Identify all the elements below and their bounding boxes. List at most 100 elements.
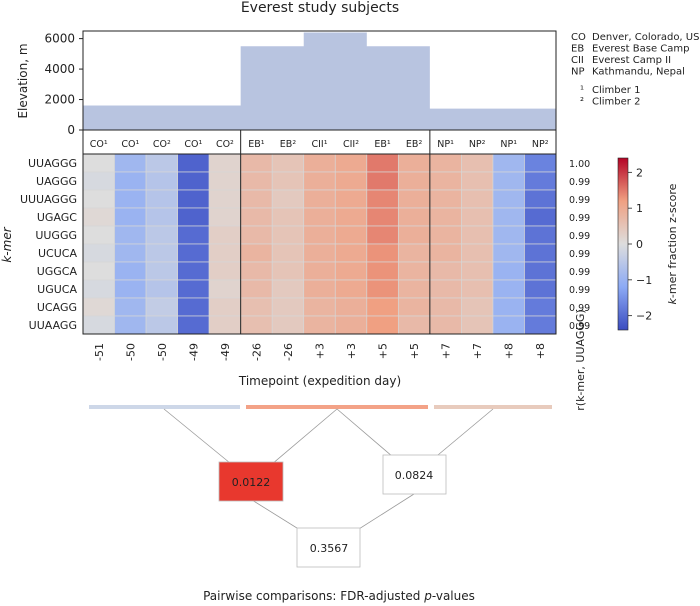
- heatmap-cell: [366, 189, 399, 209]
- heatmap-cell: [461, 297, 494, 317]
- group-bar-np: [434, 405, 552, 409]
- heatmap-cell: [145, 261, 178, 281]
- heatmap-cell: [461, 171, 494, 191]
- heatmap-cell: [429, 171, 462, 191]
- heatmap-cell: [114, 297, 147, 317]
- correlation-value: 0.99: [569, 231, 590, 242]
- heatmap-cell: [461, 153, 494, 173]
- kmer-label: UGUCA: [37, 283, 77, 296]
- heatmap-cell: [271, 243, 305, 263]
- kmer-label: UGAGC: [37, 211, 77, 224]
- heatmap-cell: [492, 243, 525, 263]
- heatmap-cell: [177, 243, 210, 263]
- colorbar-label: k-mer fraction z-score: [666, 183, 679, 304]
- heatmap-cell: [461, 261, 494, 281]
- elevation-tick-label: 2000: [44, 93, 75, 107]
- heatmap-cell: [240, 315, 273, 335]
- heatmap-cell: [366, 171, 399, 191]
- heatmap-cell: [271, 171, 305, 191]
- heatmap-cell: [303, 261, 336, 281]
- heatmap-cell: [524, 243, 557, 263]
- heatmap-cells: [82, 153, 557, 335]
- heatmap-cell: [492, 261, 525, 281]
- heatmap-cell: [429, 189, 462, 209]
- column-header: NP²: [469, 139, 486, 150]
- kmer-label: UCAGG: [37, 301, 77, 314]
- heatmap-cell: [208, 225, 242, 245]
- heatmap-cell: [334, 243, 368, 263]
- heatmap-cell: [82, 225, 115, 245]
- heatmap-cell: [397, 225, 431, 245]
- timepoint-label: +8: [503, 343, 516, 359]
- heatmap-cell: [177, 207, 210, 227]
- timepoint-label: +3: [314, 343, 327, 359]
- heatmap-cell: [461, 189, 494, 209]
- heatmap-cell: [114, 189, 147, 209]
- heatmap-cell: [208, 153, 242, 173]
- correlation-value: 0.99: [569, 321, 590, 332]
- heatmap-cell: [82, 243, 115, 263]
- heatmap-cell: [334, 225, 368, 245]
- heatmap-cell: [397, 153, 431, 173]
- legend-code: EB: [571, 44, 584, 55]
- heatmap-cell: [177, 315, 210, 335]
- timepoint-label: +7: [471, 343, 484, 359]
- column-header: CII¹: [311, 139, 327, 150]
- timepoint-label: -26: [282, 343, 295, 361]
- heatmap-cell: [303, 279, 336, 299]
- elevation-area: [83, 32, 556, 131]
- heatmap-cell: [82, 171, 115, 191]
- correlation-value: 0.99: [569, 249, 590, 260]
- kmer-label: UGGCA: [37, 265, 78, 278]
- colorbar: [617, 157, 629, 331]
- heatmap-cell: [303, 225, 336, 245]
- colorbar-label-k: k: [666, 297, 679, 304]
- heatmap-cell: [366, 261, 399, 281]
- colorbar-ticks: 2 1 0 −1 −2: [628, 166, 652, 323]
- pvalue-co-eb: 0.0122: [232, 476, 271, 489]
- kmer-labels: UUAGGG UAGGG UUUAGGG UGAGC UUGGG UCUCA UGGCA UG…: [20, 157, 78, 332]
- heatmap-cell: [208, 189, 242, 209]
- heatmap-cell: [177, 279, 210, 299]
- heatmap-cell: [145, 279, 178, 299]
- heatmap-cell: [271, 207, 305, 227]
- heatmap-cell: [397, 171, 431, 191]
- column-header: NP¹: [437, 139, 454, 150]
- heatmap-cell: [492, 279, 525, 299]
- heatmap-cell: [366, 315, 399, 335]
- timepoint-label: -49: [219, 343, 232, 361]
- kmer-label: UUUAGGG: [20, 193, 77, 206]
- legend-name: Everest Camp II: [592, 55, 671, 66]
- legend-name: Everest Base Camp: [592, 44, 689, 55]
- pairwise-diagram: 0.0122 0.0824 0.3567 Pairwise comparison…: [89, 405, 552, 603]
- column-header: EB²: [280, 139, 297, 150]
- heatmap-cell: [366, 153, 399, 173]
- heatmap-cell: [461, 225, 494, 245]
- heatmap-cell: [240, 225, 273, 245]
- kmer-label: UUAGGG: [28, 157, 77, 170]
- heatmap-cell: [366, 297, 399, 317]
- heatmap-cell: [177, 225, 210, 245]
- heatmap-cell: [240, 243, 273, 263]
- heatmap-cell: [397, 315, 431, 335]
- heatmap-cell: [397, 279, 431, 299]
- heatmap-cell: [240, 261, 273, 281]
- climber-name: Climber 1: [592, 85, 640, 96]
- column-header: NP²: [532, 139, 549, 150]
- column-header: EB¹: [248, 139, 265, 150]
- heatmap-cell: [240, 153, 273, 173]
- heatmap-cell: [114, 315, 147, 335]
- heatmap-cell: [271, 261, 305, 281]
- heatmap-cell: [303, 207, 336, 227]
- timepoint-label: +7: [440, 343, 453, 359]
- heatmap-cell: [114, 225, 147, 245]
- correlation-value: 1.00: [569, 159, 590, 170]
- elevation-tick-label: 0: [67, 123, 75, 137]
- heatmap-cell: [397, 207, 431, 227]
- heatmap-cell: [334, 153, 368, 173]
- heatmap-cell: [145, 225, 178, 245]
- elevation-panel: Everest study subjects Elevation, m 0 200…: [16, 0, 699, 137]
- heatmap-cell: [429, 153, 462, 173]
- timepoint-label: +5: [408, 343, 421, 359]
- heatmap-cell: [303, 297, 336, 317]
